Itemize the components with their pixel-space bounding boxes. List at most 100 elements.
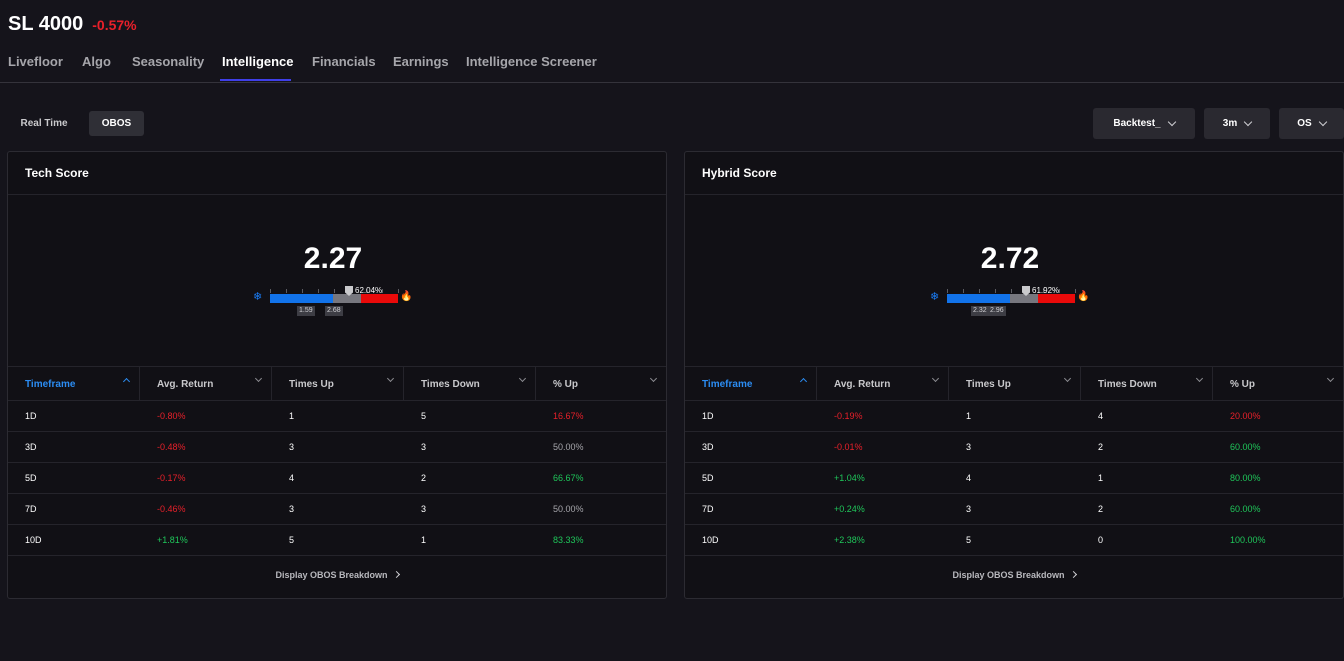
fire-icon: 🔥 (1077, 291, 1090, 302)
ticker-symbol: SL 4000 (8, 13, 84, 35)
cell-timeframe: 7D (702, 504, 714, 514)
backtest-dropdown[interactable]: Backtest_ (1093, 108, 1195, 139)
cell-times-down: 0 (1098, 535, 1104, 545)
chevron-down-icon[interactable] (1063, 374, 1072, 383)
column-header-avg-return[interactable]: Avg. Return (817, 367, 949, 401)
column-header-label: Timeframe (25, 378, 76, 390)
chevron-up-icon[interactable] (799, 377, 808, 386)
chevron-down-icon (1243, 117, 1253, 126)
snowflake-icon: ❄ (930, 291, 940, 303)
column-header-times-down[interactable]: Times Down (404, 367, 536, 401)
cell-timeframe: 10D (25, 535, 42, 545)
cell-pct-up: 60.00% (1230, 442, 1261, 452)
column-header-avg-return[interactable]: Avg. Return (140, 367, 272, 401)
hot-bar (361, 294, 398, 303)
marker-icon (345, 286, 353, 296)
cell-times-down: 1 (1098, 473, 1104, 483)
cell-times-down: 3 (421, 504, 427, 514)
cell-pct-up: 20.00% (1230, 411, 1261, 421)
cell-pct-up: 83.33% (553, 535, 584, 545)
cell-times-up: 3 (289, 442, 295, 452)
header: SL 4000 -0.57% (8, 13, 137, 36)
display-obos-breakdown-link[interactable]: Display OBOS Breakdown (8, 570, 666, 580)
tab-intelligence[interactable]: Intelligence (222, 54, 294, 69)
divider (685, 194, 1343, 195)
chevron-down-icon[interactable] (1326, 374, 1335, 383)
cell-avg-return: -0.01% (834, 442, 863, 452)
cell-timeframe: 5D (702, 473, 714, 483)
column-header-timeframe[interactable]: Timeframe (8, 367, 140, 401)
real-time-toggle[interactable]: Real Time (20, 118, 68, 129)
cell-times-down: 2 (1098, 504, 1104, 514)
cell-timeframe: 7D (25, 504, 37, 514)
hybrid-score-card: Hybrid Score 2.72 ❄ 61.92% 2.32 2.96 🔥 Timefram… (684, 151, 1344, 599)
score-value: 2.27 (303, 242, 363, 275)
card-title: Hybrid Score (702, 166, 777, 180)
cell-timeframe: 1D (25, 411, 37, 421)
column-header-times-down[interactable]: Times Down (1081, 367, 1213, 401)
cell-times-down: 2 (1098, 442, 1104, 452)
chevron-up-icon[interactable] (122, 377, 131, 386)
tab-seasonality[interactable]: Seasonality (132, 54, 205, 69)
score-gauge: ❄ 62.04% 1.59 2.68 🔥 (253, 286, 413, 318)
cell-avg-return: +1.04% (834, 473, 865, 483)
period-dropdown-value: 3m (1222, 118, 1238, 129)
cell-avg-return: +2.38% (834, 535, 865, 545)
cold-bar (947, 294, 1010, 303)
cell-avg-return: +0.24% (834, 504, 865, 514)
column-header-label: % Up (1230, 378, 1255, 390)
cell-times-down: 2 (421, 473, 427, 483)
column-header-label: Avg. Return (834, 378, 891, 390)
chevron-down-icon[interactable] (1195, 374, 1204, 383)
column-header-times-up[interactable]: Times Up (949, 367, 1081, 401)
range-bar (333, 294, 361, 303)
cell-pct-up: 50.00% (553, 442, 584, 452)
cell-avg-return: -0.46% (157, 504, 186, 514)
cell-times-up: 5 (966, 535, 972, 545)
table-header: Timeframe Avg. Return Times Up Times Down % … (685, 366, 1343, 401)
column-header-times-up[interactable]: Times Up (272, 367, 404, 401)
cell-pct-up: 80.00% (1230, 473, 1261, 483)
table-row: 1D -0.19% 1 4 20.00% (685, 401, 1343, 432)
column-header-label: % Up (553, 378, 578, 390)
signal-dropdown[interactable]: OS (1279, 108, 1344, 139)
chevron-down-icon[interactable] (254, 374, 263, 383)
column-header-pct-up[interactable]: % Up (1213, 367, 1343, 401)
table-row: 1D -0.80% 1 5 16.67% (8, 401, 666, 432)
fire-icon: 🔥 (400, 291, 413, 302)
gauge-percent: 61.92% (1032, 286, 1060, 295)
cell-pct-up: 66.67% (553, 473, 584, 483)
score-value: 2.72 (980, 242, 1040, 275)
cell-timeframe: 10D (702, 535, 719, 545)
cell-avg-return: -0.17% (157, 473, 186, 483)
cell-times-up: 4 (966, 473, 972, 483)
tab-livefloor[interactable]: Livefloor (8, 54, 63, 69)
period-dropdown[interactable]: 3m (1204, 108, 1270, 139)
cold-bar (270, 294, 333, 303)
obos-toggle[interactable]: OBOS (89, 111, 144, 136)
cell-pct-up: 50.00% (553, 504, 584, 514)
chevron-down-icon[interactable] (931, 374, 940, 383)
tab-financials[interactable]: Financials (312, 54, 376, 69)
backtest-dropdown-value: Backtest_ (1113, 118, 1161, 129)
gauge-high-label: 2.96 (988, 306, 1006, 316)
tab-intelligence-screener[interactable]: Intelligence Screener (466, 54, 597, 69)
chevron-down-icon (1167, 117, 1176, 126)
column-header-label: Times Down (1098, 378, 1157, 390)
gauge-low-label: 1.59 (297, 306, 315, 316)
table-row: 7D -0.46% 3 3 50.00% (8, 494, 666, 525)
column-header-timeframe[interactable]: Timeframe (685, 367, 817, 401)
gauge-low-label: 2.32 (971, 306, 989, 316)
cell-timeframe: 3D (25, 442, 37, 452)
chevron-down-icon[interactable] (518, 374, 527, 383)
tab-earnings[interactable]: Earnings (393, 54, 449, 69)
cell-times-down: 1 (421, 535, 427, 545)
column-header-pct-up[interactable]: % Up (536, 367, 666, 401)
cell-timeframe: 5D (25, 473, 37, 483)
cell-avg-return: -0.19% (834, 411, 863, 421)
display-obos-breakdown-link[interactable]: Display OBOS Breakdown (685, 570, 1343, 580)
chevron-down-icon[interactable] (649, 374, 658, 383)
chevron-down-icon[interactable] (386, 374, 395, 383)
table-row: 10D +1.81% 5 1 83.33% (8, 525, 666, 556)
tab-algo[interactable]: Algo (82, 54, 111, 69)
